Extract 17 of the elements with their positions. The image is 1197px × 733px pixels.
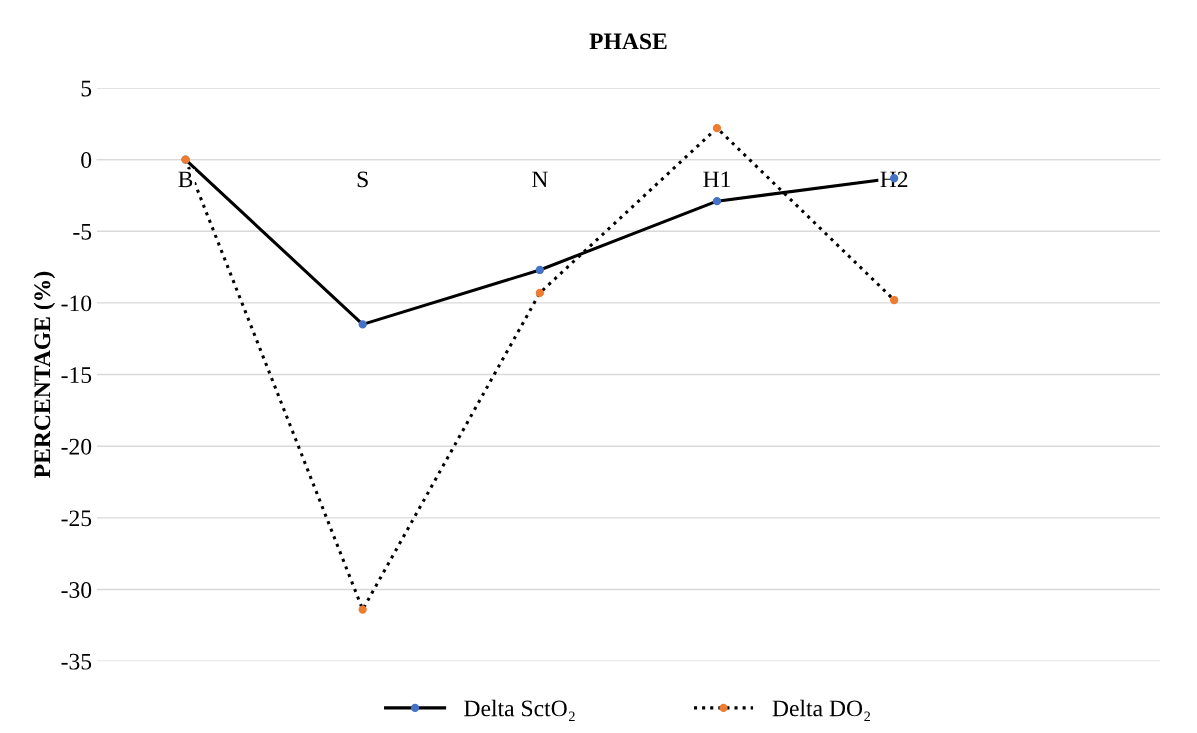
x-tick-label: S [357, 171, 368, 188]
x-tick-label: N [532, 171, 548, 188]
y-tick-label: -35 [61, 653, 92, 670]
y-tick-label: -25 [61, 510, 92, 527]
y-axis-title: PERCENTAGE (%) [33, 271, 56, 478]
y-tick-label: -15 [61, 367, 92, 383]
legend-label: Delta SctO₂ [464, 699, 575, 721]
y-tick-label: -10 [61, 295, 92, 312]
chart-title: PHASE [589, 33, 667, 50]
legend-label: Delta DO₂ [772, 699, 871, 721]
x-tick-label: B [178, 171, 193, 188]
y-tick-label: 5 [81, 80, 92, 97]
y-tick-label: -5 [73, 223, 92, 240]
x-tick-label: H1 [703, 171, 731, 188]
y-tick-label: -30 [61, 582, 92, 598]
y-tick-label: -20 [61, 438, 92, 455]
y-tick-label: 0 [81, 152, 92, 169]
